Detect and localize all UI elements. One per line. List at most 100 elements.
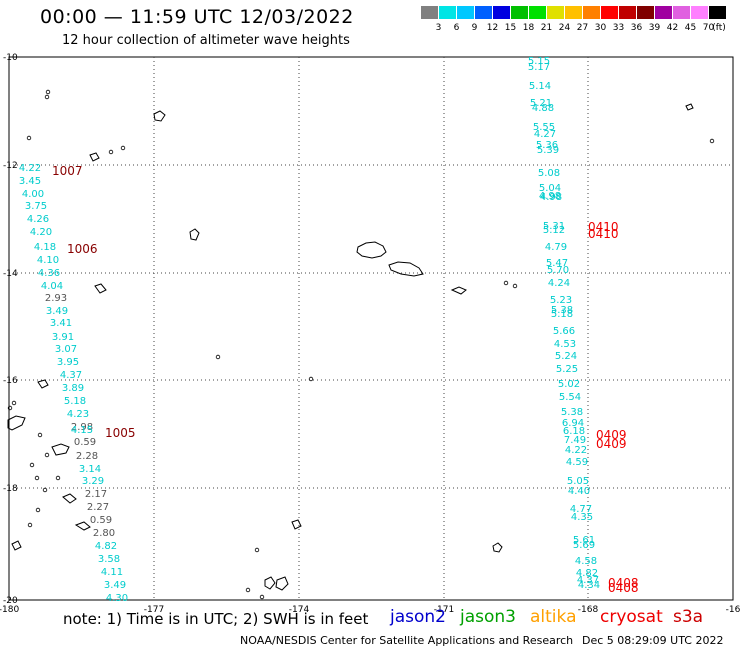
- island-outline: [275, 576, 289, 591]
- wave-height-label: 3.89: [62, 383, 84, 394]
- wave-height-label: 2.17: [85, 489, 107, 500]
- wave-height-label: 3.91: [52, 332, 74, 343]
- islet: [512, 283, 518, 289]
- wave-height-label: 3.95: [57, 357, 79, 368]
- axis-labels: -180 -177 -174 -171 -168 -16 -10 -12 -14 -16 -18 -2…: [0, 53, 740, 615]
- pass-time-label: 1005: [105, 426, 136, 440]
- color-swatch: [583, 6, 600, 19]
- color-swatch: [637, 6, 654, 19]
- wave-height-label: 4.82: [576, 568, 598, 579]
- wave-height-label: 5.12: [543, 225, 565, 236]
- wave-height-label: 4.20: [30, 227, 52, 238]
- wave-height-label: 4.34: [578, 580, 600, 591]
- wave-height-label: 4.00: [22, 189, 44, 200]
- island-outline: [89, 152, 100, 162]
- wave-height-label: 4.22: [565, 445, 587, 456]
- wave-height-label: 4.26: [27, 214, 49, 225]
- islet: [11, 400, 17, 406]
- color-swatch: [511, 6, 528, 19]
- islet: [44, 452, 50, 458]
- wave-height-label: 4.37: [60, 370, 82, 381]
- color-scale-label: 36: [630, 23, 643, 33]
- color-swatch: [655, 6, 672, 19]
- islet: [215, 354, 221, 360]
- wave-height-label: 5.47: [546, 258, 568, 269]
- island-outline: [685, 103, 694, 111]
- wave-height-label: 2.28: [76, 451, 98, 462]
- wave-height-label: 5.31: [543, 221, 565, 232]
- wave-height-label: 3.07: [55, 344, 77, 355]
- wave-height-label: 3.45: [19, 176, 41, 187]
- islet: [254, 547, 260, 553]
- wave-height-label: 4.23: [67, 409, 89, 420]
- wave-height-label: 4.24: [548, 278, 570, 289]
- islet: [120, 145, 126, 151]
- color-swatch: [619, 6, 636, 19]
- island-outline: [62, 493, 77, 504]
- color-scale-label: 21: [540, 23, 553, 33]
- wave-height-label: 4.82: [95, 541, 117, 552]
- islet: [26, 135, 32, 141]
- lat-tick-label: -20: [3, 596, 18, 606]
- island-outline: [291, 519, 302, 530]
- island-outline: [492, 542, 503, 553]
- wave-height-label: 4.15: [71, 425, 93, 436]
- wave-height-label: 2.80: [93, 528, 115, 539]
- wave-height-label: 5.17: [528, 62, 550, 73]
- color-swatch: [565, 6, 582, 19]
- map-grid: [8, 56, 734, 601]
- islet: [709, 138, 715, 144]
- islet: [7, 405, 13, 411]
- wave-height-label: 5.08: [538, 168, 560, 179]
- wave-height-label: 5.02: [558, 379, 580, 390]
- island-outline: [7, 415, 26, 431]
- wave-height-label: 4.30: [106, 593, 128, 604]
- lat-tick-label: -16: [3, 376, 18, 386]
- pass-time-label: 0409: [596, 437, 627, 451]
- wave-height-label: 5.24: [555, 351, 577, 362]
- islet: [55, 475, 61, 481]
- wave-height-label: 3.49: [104, 580, 126, 591]
- wave-height-label: 4.58: [575, 556, 597, 567]
- wave-height-label: 3.49: [46, 306, 68, 317]
- wave-height-label: 3.58: [98, 554, 120, 565]
- pass-time-label: 0409: [596, 428, 627, 442]
- legend-jason3: jason3: [460, 607, 516, 627]
- color-swatch: [457, 6, 474, 19]
- wave-height-label: 5.54: [559, 392, 581, 403]
- islet: [44, 94, 50, 100]
- islet: [108, 149, 114, 155]
- satellite-track-east: 5.155.17 5.14 5.214.88 5.554.275.365.39 5.08…: [528, 56, 600, 591]
- color-scale-label: 24: [558, 23, 571, 33]
- island-outline: [11, 540, 22, 551]
- color-swatch: [439, 6, 456, 19]
- wave-height-label: 4.04: [41, 281, 63, 292]
- wave-height-label: 4.22: [19, 163, 41, 174]
- island-outline: [37, 379, 49, 389]
- wave-height-label: 2.27: [87, 502, 109, 513]
- wave-height-label: 7.49: [564, 435, 586, 446]
- wave-height-label: 5.14: [529, 81, 551, 92]
- pass-time-label: 0410: [588, 227, 619, 241]
- wave-height-label: 5.38: [561, 407, 583, 418]
- islet: [34, 475, 40, 481]
- wave-height-label: 5.69: [573, 540, 595, 551]
- island-outline: [356, 241, 387, 259]
- wave-height-label: 4.88: [532, 103, 554, 114]
- wave-height-label: 0.59: [74, 437, 96, 448]
- wave-height-label: 5.61: [573, 535, 595, 546]
- wave-height-label: 4.37: [577, 575, 599, 586]
- islet: [29, 462, 35, 468]
- lon-tick-label: -16: [726, 605, 740, 615]
- wave-height-label: 5.55: [533, 122, 555, 133]
- wave-height-label: 3.29: [82, 476, 104, 487]
- color-swatch: [529, 6, 546, 19]
- color-swatch: [691, 6, 708, 19]
- color-scale-label: 30: [594, 23, 607, 33]
- map-frame: [8, 56, 734, 601]
- lon-tick-label: -168: [578, 605, 599, 615]
- lon-tick-label: -174: [289, 605, 310, 615]
- island-outline: [388, 261, 424, 277]
- wave-height-label: 6.18: [563, 426, 585, 437]
